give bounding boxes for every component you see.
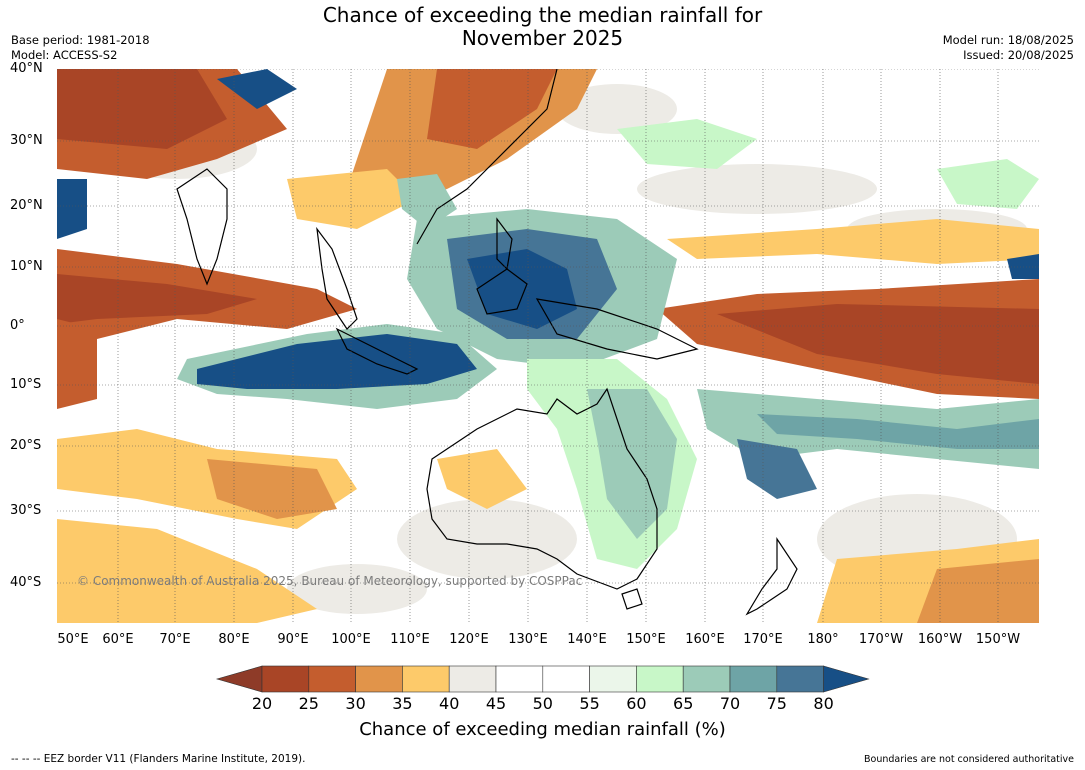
base-period: Base period: 1981-2018 [11, 33, 150, 47]
colorbar-tick-label: 80 [813, 694, 834, 713]
lat-label: 20°N [10, 198, 43, 213]
colorbar-bin [261, 665, 310, 693]
lon-label: 150°E [626, 632, 666, 647]
lon-label: 150°W [975, 632, 1021, 647]
meta-right: Model run: 18/08/2025 Issued: 20/08/2025 [943, 33, 1074, 63]
colorbar-bin [589, 665, 637, 693]
lon-label: 170°E [743, 632, 783, 647]
colorbar-tick-label: 60 [626, 694, 647, 713]
lon-label: 70°E [159, 632, 191, 647]
colorbar-tick-label: 65 [673, 694, 694, 713]
lon-label: 100°E [331, 632, 371, 647]
colorbar-bin [636, 665, 684, 693]
lat-label: 30°S [10, 503, 42, 518]
title-line-2: November 2025 [461, 26, 624, 50]
lon-label: 60°E [102, 632, 134, 647]
colorbar-tick-label: 35 [392, 694, 413, 713]
colorbar-bin [542, 665, 590, 693]
colorbar-tick-label: 30 [345, 694, 366, 713]
colorbar-tick-label: 55 [579, 694, 600, 713]
lon-label: 140°E [567, 632, 607, 647]
coastlines [176, 69, 798, 616]
rainfall-map [57, 69, 1039, 623]
lat-label: 10°S [10, 377, 42, 392]
boundaries-disclaimer: Boundaries are not considered authoritat… [864, 754, 1074, 765]
model-run: Model run: 18/08/2025 [942, 33, 1074, 47]
graticule [57, 69, 1039, 623]
lat-label: 20°S [10, 438, 42, 453]
lat-label: 10°N [10, 259, 43, 274]
lon-label: 120°E [449, 632, 489, 647]
colorbar-bin [682, 665, 731, 693]
lon-label: 130°E [508, 632, 548, 647]
colorbar-bin [215, 665, 263, 693]
wet-regions [57, 69, 1039, 569]
lon-label: 170°W [858, 632, 904, 647]
eez-border-note: -- -- -- EEZ border V11 (Flanders Marine… [11, 753, 306, 765]
issued-date: Issued: 20/08/2025 [963, 48, 1074, 62]
lon-label: 160°W [917, 632, 963, 647]
lon-label: 160°E [685, 632, 725, 647]
colorbar-tick-label: 70 [719, 694, 741, 713]
colorbar [215, 665, 870, 693]
colorbar-bin [448, 665, 497, 693]
colorbar-bin [495, 665, 544, 693]
colorbar-bin [355, 665, 403, 693]
lon-label: 180° [807, 632, 839, 647]
lat-label: 0° [10, 318, 25, 333]
lon-label: 80°E [218, 632, 250, 647]
colorbar-tick-label: 20 [251, 694, 273, 713]
colorbar-tick-label: 75 [766, 694, 787, 713]
colorbar-tick-label: 40 [439, 694, 460, 713]
colorbar-title: Chance of exceeding median rainfall (%) [359, 719, 726, 740]
meta-left: Base period: 1981-2018 Model: ACCESS-S2 [11, 33, 150, 63]
colorbar-bin [402, 665, 450, 693]
map-title: Chance of exceeding the median rainfall … [0, 4, 1085, 50]
colorbar-tick-label: 45 [485, 694, 507, 713]
lat-label: 30°N [10, 133, 43, 148]
colorbar-bin [776, 665, 824, 693]
lat-label: 40°S [10, 575, 42, 590]
colorbar-tick-label: 25 [298, 694, 319, 713]
lon-label: 90°E [277, 632, 309, 647]
colorbar-tick-label: 50 [532, 694, 553, 713]
colorbar-bin [729, 665, 778, 693]
colorbar-bin [308, 665, 356, 693]
lon-label: 50°E [57, 632, 89, 647]
lon-label: 110°E [390, 632, 430, 647]
copyright-notice: © Commonwealth of Australia 2025, Bureau… [77, 574, 583, 588]
colorbar-bin [823, 665, 870, 693]
model-name: Model: ACCESS-S2 [11, 48, 118, 62]
title-line-1: Chance of exceeding the median rainfall … [322, 3, 763, 27]
dry-regions [57, 69, 1039, 623]
lat-label: 40°N [10, 61, 43, 76]
